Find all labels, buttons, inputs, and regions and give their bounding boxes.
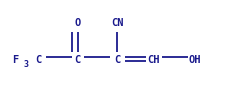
Text: O: O bbox=[75, 18, 81, 28]
Text: C: C bbox=[75, 55, 81, 65]
Text: CH: CH bbox=[147, 55, 159, 65]
Text: C: C bbox=[114, 55, 121, 65]
Text: OH: OH bbox=[189, 55, 201, 65]
Text: F: F bbox=[12, 55, 18, 65]
Text: 3: 3 bbox=[23, 60, 28, 69]
Text: C: C bbox=[35, 55, 41, 65]
Text: CN: CN bbox=[111, 18, 124, 28]
